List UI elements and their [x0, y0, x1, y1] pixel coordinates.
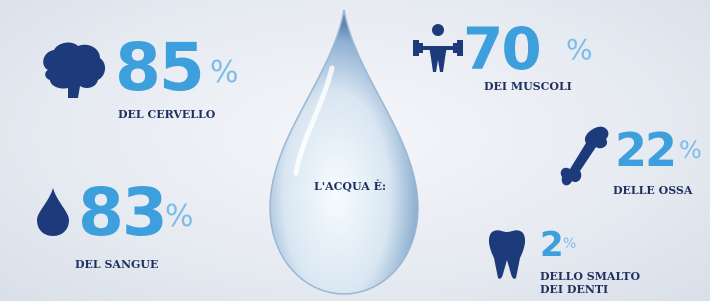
unit: % [563, 237, 576, 251]
label: DELLO SMALTO DEI DENTI [540, 270, 665, 296]
drop-icon [35, 188, 71, 236]
unit: % [566, 36, 593, 64]
value: 2 [540, 228, 562, 262]
tooth-icon [488, 228, 526, 280]
value: 83 [78, 180, 166, 246]
label: DEL SANGUE [75, 258, 158, 271]
center-label: L'ACQUA È: [314, 180, 386, 193]
brain-icon [38, 40, 108, 100]
unit: % [679, 138, 702, 162]
unit: % [165, 202, 194, 232]
unit: % [210, 58, 239, 88]
value: 85 [115, 35, 203, 101]
weightlifter-icon [413, 22, 463, 72]
infographic: L'ACQUA È: 85 % DEL CERVELLO 83 % DEL SA… [0, 0, 710, 301]
label: DEI MUSCOLI [484, 80, 572, 93]
label: DELLE OSSA [613, 184, 692, 197]
value: 70 [463, 20, 540, 78]
label: DEL CERVELLO [118, 108, 215, 121]
bone-icon [560, 125, 612, 193]
water-drop [262, 8, 427, 301]
value: 22 [615, 127, 675, 173]
